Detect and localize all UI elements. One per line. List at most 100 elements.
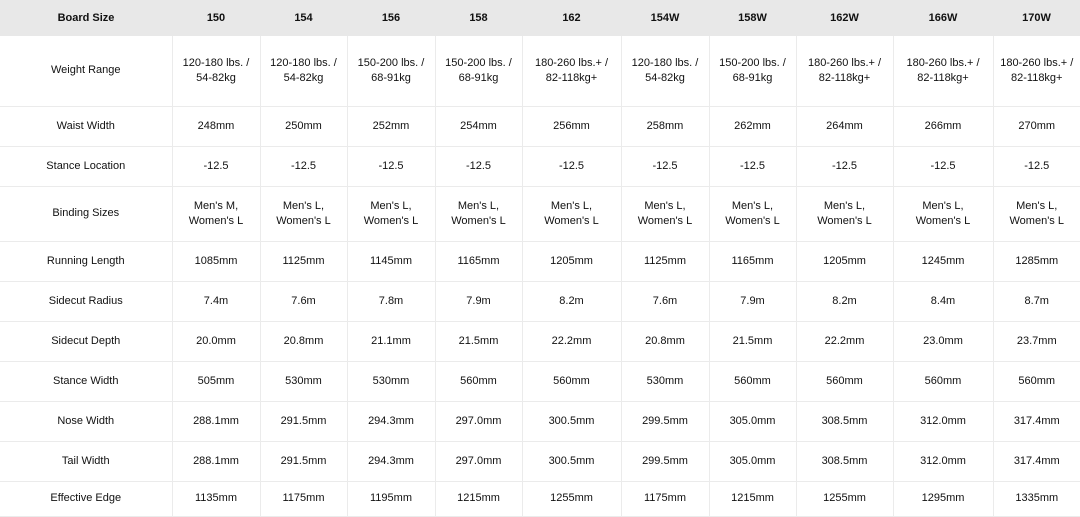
- table-cell: 258mm: [620, 106, 710, 147]
- table-cell: 120-180 lbs. / 54-82kg: [620, 36, 710, 107]
- table-cell: Men's L, Women's L: [708, 186, 797, 242]
- table-cell: 1195mm: [346, 481, 436, 517]
- row-label: Stance Location: [0, 146, 173, 187]
- table-cell: 560mm: [434, 361, 523, 402]
- table-cell: -12.5: [346, 146, 436, 187]
- table-cell: 7.6m: [620, 281, 710, 322]
- table-cell: 180-260 lbs.+ / 82-118kg+: [521, 36, 622, 107]
- table-cell: 1165mm: [708, 241, 797, 282]
- table-cell: 8.2m: [521, 281, 622, 322]
- table-body: Weight Range 120-180 lbs. / 54-82kg 120-18…: [0, 36, 1080, 517]
- table-cell: 7.9m: [708, 281, 797, 322]
- table-cell: 1125mm: [259, 241, 348, 282]
- table-cell: 297.0mm: [434, 441, 523, 482]
- column-header-156: 156: [347, 0, 435, 36]
- table-cell: 299.5mm: [620, 441, 710, 482]
- table-cell: 21.1mm: [346, 321, 436, 362]
- row-label: Nose Width: [0, 401, 173, 442]
- table-cell: 1175mm: [620, 481, 710, 517]
- table-cell: 300.5mm: [521, 441, 622, 482]
- column-header-162w: 162W: [796, 0, 893, 36]
- table-cell: -12.5: [171, 146, 261, 187]
- table-row: Sidecut Depth 20.0mm 20.8mm 21.1mm 21.5mm 22.…: [0, 321, 1080, 362]
- table-cell: 305.0mm: [708, 401, 797, 442]
- table-cell: -12.5: [434, 146, 523, 187]
- table-cell: 317.4mm: [992, 401, 1080, 442]
- row-label: Tail Width: [0, 441, 173, 482]
- table-cell: Men's L, Women's L: [620, 186, 710, 242]
- table-cell: 288.1mm: [171, 401, 261, 442]
- column-header-158w: 158W: [709, 0, 796, 36]
- table-cell: 1245mm: [892, 241, 994, 282]
- table-cell: 294.3mm: [346, 441, 436, 482]
- table-cell: 312.0mm: [892, 401, 994, 442]
- table-row: Waist Width 248mm 250mm 252mm 254mm 256mm 258m…: [0, 106, 1080, 147]
- table-cell: -12.5: [620, 146, 710, 187]
- row-label: Waist Width: [0, 106, 173, 147]
- table-cell: Men's M, Women's L: [171, 186, 261, 242]
- table-cell: 1085mm: [171, 241, 261, 282]
- table-cell: 294.3mm: [346, 401, 436, 442]
- table-cell: 1295mm: [892, 481, 994, 517]
- table-cell: 1215mm: [434, 481, 523, 517]
- table-row: Nose Width 288.1mm 291.5mm 294.3mm 297.0mm 30…: [0, 401, 1080, 442]
- column-header-162: 162: [522, 0, 621, 36]
- table-cell: 21.5mm: [434, 321, 523, 362]
- table-row: Stance Width 505mm 530mm 530mm 560mm 560mm 530…: [0, 361, 1080, 402]
- table-cell: Men's L, Women's L: [434, 186, 523, 242]
- header-row: Board Size 150 154 156 158 162 154W 158W 162W 16…: [0, 0, 1080, 36]
- table-cell: 308.5mm: [795, 401, 894, 442]
- table-cell: 305.0mm: [708, 441, 797, 482]
- table-cell: 150-200 lbs. / 68-91kg: [346, 36, 436, 107]
- row-label: Sidecut Depth: [0, 321, 173, 362]
- table-cell: 22.2mm: [795, 321, 894, 362]
- table-cell: 23.7mm: [992, 321, 1080, 362]
- table-cell: 308.5mm: [795, 441, 894, 482]
- table-cell: 300.5mm: [521, 401, 622, 442]
- table-cell: 20.0mm: [171, 321, 261, 362]
- column-header-170w: 170W: [993, 0, 1080, 36]
- table-cell: 560mm: [521, 361, 622, 402]
- table-cell: -12.5: [708, 146, 797, 187]
- row-label: Stance Width: [0, 361, 173, 402]
- table-cell: 1165mm: [434, 241, 523, 282]
- table-cell: 180-260 lbs.+ / 82-118kg+: [992, 36, 1080, 107]
- header-label: Board Size: [0, 0, 172, 36]
- table-header: Board Size 150 154 156 158 162 154W 158W 162W 16…: [0, 0, 1080, 36]
- table-cell: 1215mm: [708, 481, 797, 517]
- table-cell: 8.4m: [892, 281, 994, 322]
- table-cell: Men's L, Women's L: [521, 186, 622, 242]
- row-label: Weight Range: [0, 36, 173, 107]
- table-cell: 20.8mm: [259, 321, 348, 362]
- table-row: Effective Edge 1135mm 1175mm 1195mm 1215mm 12…: [0, 481, 1080, 517]
- table-cell: 8.2m: [795, 281, 894, 322]
- table-cell: 291.5mm: [259, 441, 348, 482]
- table-cell: 150-200 lbs. / 68-91kg: [708, 36, 797, 107]
- table-cell: 7.8m: [346, 281, 436, 322]
- table-cell: 1285mm: [992, 241, 1080, 282]
- table-cell: Men's L, Women's L: [346, 186, 436, 242]
- row-label: Effective Edge: [0, 481, 173, 517]
- table-cell: 23.0mm: [892, 321, 994, 362]
- table-cell: 291.5mm: [259, 401, 348, 442]
- table-row: Binding Sizes Men's M, Women's L Men's L, …: [0, 186, 1080, 242]
- table-cell: 530mm: [346, 361, 436, 402]
- table-cell: 560mm: [892, 361, 994, 402]
- table-cell: 252mm: [346, 106, 436, 147]
- table-row: Sidecut Radius 7.4m 7.6m 7.8m 7.9m 8.2m 7.6m 7.…: [0, 281, 1080, 322]
- table-cell: 264mm: [795, 106, 894, 147]
- table-cell: 1255mm: [795, 481, 894, 517]
- table-cell: -12.5: [259, 146, 348, 187]
- table-cell: Men's L, Women's L: [259, 186, 348, 242]
- table-cell: 256mm: [521, 106, 622, 147]
- table-cell: 1335mm: [992, 481, 1080, 517]
- column-header-154w: 154W: [621, 0, 709, 36]
- table-cell: Men's L, Women's L: [892, 186, 994, 242]
- table-cell: Men's L, Women's L: [795, 186, 894, 242]
- table-cell: 288.1mm: [171, 441, 261, 482]
- table-cell: 266mm: [892, 106, 994, 147]
- table-cell: 1125mm: [620, 241, 710, 282]
- table-cell: 560mm: [992, 361, 1080, 402]
- table-cell: 530mm: [620, 361, 710, 402]
